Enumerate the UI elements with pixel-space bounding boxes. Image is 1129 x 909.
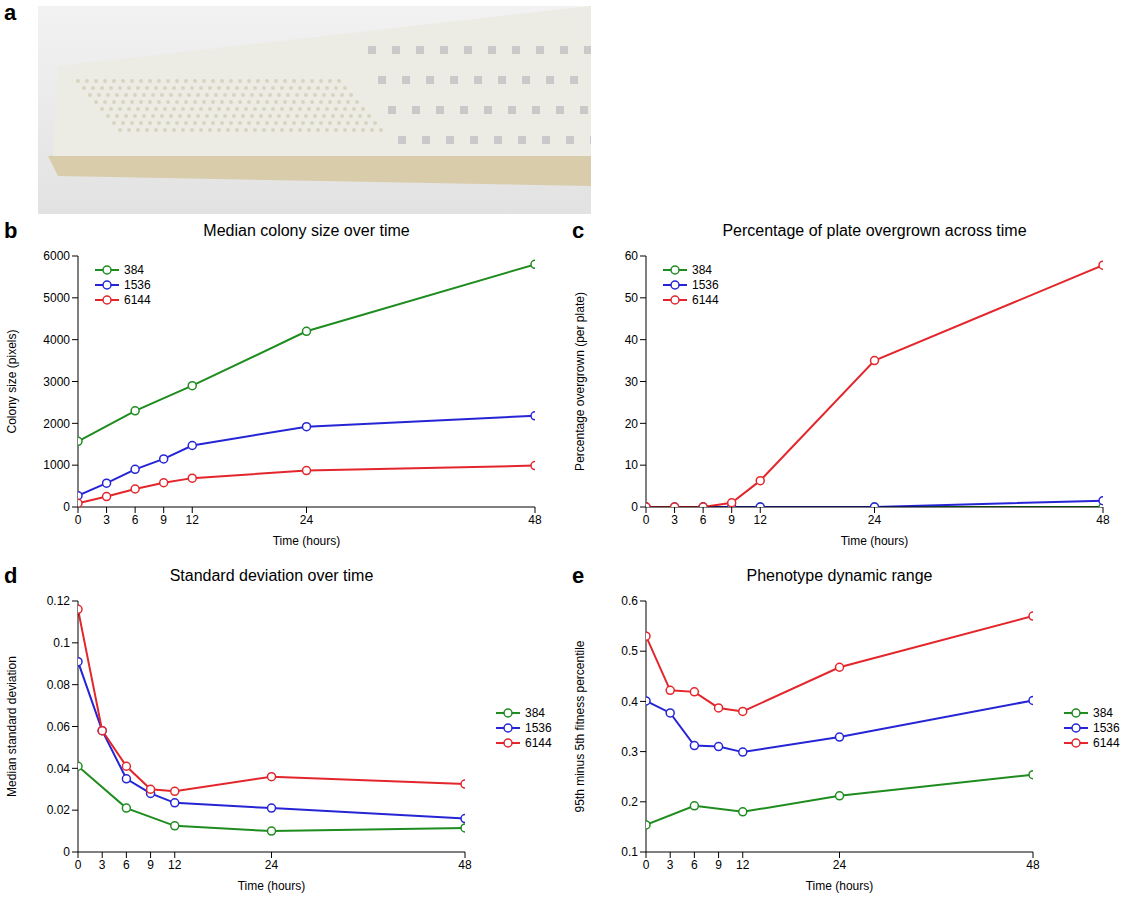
svg-text:Time (hours): Time (hours) xyxy=(273,534,341,548)
html-text:e: e xyxy=(572,563,585,588)
svg-text:9: 9 xyxy=(728,513,735,527)
svg-text:Time (hours): Time (hours) xyxy=(841,534,909,548)
svg-text:Colony size (pixels): Colony size (pixels) xyxy=(5,329,19,433)
svg-text:3000: 3000 xyxy=(43,375,70,389)
html-text:6144: 6144 xyxy=(124,292,151,307)
html-text:c: c xyxy=(572,218,585,243)
svg-text:6: 6 xyxy=(132,513,139,527)
svg-text:0.3: 0.3 xyxy=(621,745,638,759)
svg-text:12: 12 xyxy=(736,858,750,872)
html-text:384: 384 xyxy=(1093,706,1113,720)
svg-text:6: 6 xyxy=(691,858,698,872)
svg-text:Percentage overgrown (per plat: Percentage overgrown (per plate) xyxy=(573,292,587,471)
svg-text:0.6: 0.6 xyxy=(621,594,638,608)
svg-text:12: 12 xyxy=(754,513,768,527)
svg-text:0.12: 0.12 xyxy=(47,594,71,608)
svg-text:24: 24 xyxy=(265,858,279,872)
svg-text:20: 20 xyxy=(625,417,639,431)
svg-text:48: 48 xyxy=(528,513,542,527)
svg-text:48: 48 xyxy=(1096,513,1110,527)
svg-text:48: 48 xyxy=(1026,858,1040,872)
html-text:6144: 6144 xyxy=(525,736,552,750)
svg-text:30: 30 xyxy=(625,375,639,389)
html-text:a: a xyxy=(4,0,17,25)
svg-text:12: 12 xyxy=(186,513,200,527)
svg-text:0: 0 xyxy=(631,500,638,514)
html-text:Median colony size over time: Median colony size over time xyxy=(203,222,410,239)
svg-text:0.08: 0.08 xyxy=(47,678,71,692)
html-text:1536: 1536 xyxy=(692,277,719,292)
svg-text:6: 6 xyxy=(700,513,707,527)
html-text:Percentage of plate overgrown: Percentage of plate overgrown across tim… xyxy=(722,222,1027,239)
svg-text:24: 24 xyxy=(868,513,882,527)
svg-text:0: 0 xyxy=(643,858,650,872)
html-text:Standard deviation over time: Standard deviation over time xyxy=(169,567,374,584)
svg-text:9: 9 xyxy=(160,513,167,527)
html-text:b: b xyxy=(4,218,18,243)
html-text:6144: 6144 xyxy=(692,292,719,307)
svg-text:Median standard deviation: Median standard deviation xyxy=(5,656,19,797)
svg-text:0.2: 0.2 xyxy=(621,795,638,809)
svg-text:0.4: 0.4 xyxy=(621,695,638,709)
html-text:1536: 1536 xyxy=(525,721,552,735)
svg-text:0.02: 0.02 xyxy=(47,803,71,817)
svg-text:9: 9 xyxy=(147,858,154,872)
svg-text:6: 6 xyxy=(123,858,130,872)
html-text:384: 384 xyxy=(692,262,712,277)
svg-text:3: 3 xyxy=(99,858,106,872)
html-text:d: d xyxy=(4,563,18,588)
svg-text:24: 24 xyxy=(300,513,314,527)
svg-text:0: 0 xyxy=(75,513,82,527)
svg-text:0.1: 0.1 xyxy=(621,845,638,859)
svg-text:95th minus 5th fitness percent: 95th minus 5th fitness percentile xyxy=(573,640,587,812)
svg-text:0: 0 xyxy=(63,845,70,859)
svg-text:3: 3 xyxy=(103,513,110,527)
svg-text:0: 0 xyxy=(75,858,82,872)
svg-text:3: 3 xyxy=(671,513,678,527)
svg-text:0: 0 xyxy=(63,500,70,514)
svg-text:48: 48 xyxy=(458,858,472,872)
html-text:Phenotype dynamic range: Phenotype dynamic range xyxy=(746,567,933,584)
svg-text:3: 3 xyxy=(667,858,674,872)
svg-text:12: 12 xyxy=(168,858,182,872)
svg-text:5000: 5000 xyxy=(43,291,70,305)
svg-text:0.1: 0.1 xyxy=(53,636,70,650)
svg-text:24: 24 xyxy=(833,858,847,872)
svg-text:10: 10 xyxy=(625,458,639,472)
svg-text:2000: 2000 xyxy=(43,417,70,431)
html-text:384: 384 xyxy=(124,262,144,277)
html-text:1536: 1536 xyxy=(124,277,151,292)
svg-text:1000: 1000 xyxy=(43,458,70,472)
svg-text:40: 40 xyxy=(625,333,639,347)
svg-text:Time (hours): Time (hours) xyxy=(806,879,874,893)
svg-text:50: 50 xyxy=(625,291,639,305)
svg-text:0: 0 xyxy=(643,513,650,527)
html-text:6144: 6144 xyxy=(1093,736,1120,750)
svg-text:0.5: 0.5 xyxy=(621,644,638,658)
svg-text:4000: 4000 xyxy=(43,333,70,347)
svg-text:Time (hours): Time (hours) xyxy=(238,879,306,893)
html-text:1536: 1536 xyxy=(1093,721,1120,735)
svg-text:6000: 6000 xyxy=(43,249,70,263)
svg-text:0.06: 0.06 xyxy=(47,720,71,734)
svg-text:9: 9 xyxy=(715,858,722,872)
svg-text:60: 60 xyxy=(625,249,639,263)
svg-text:0.04: 0.04 xyxy=(47,762,71,776)
html-text:384: 384 xyxy=(525,706,545,720)
